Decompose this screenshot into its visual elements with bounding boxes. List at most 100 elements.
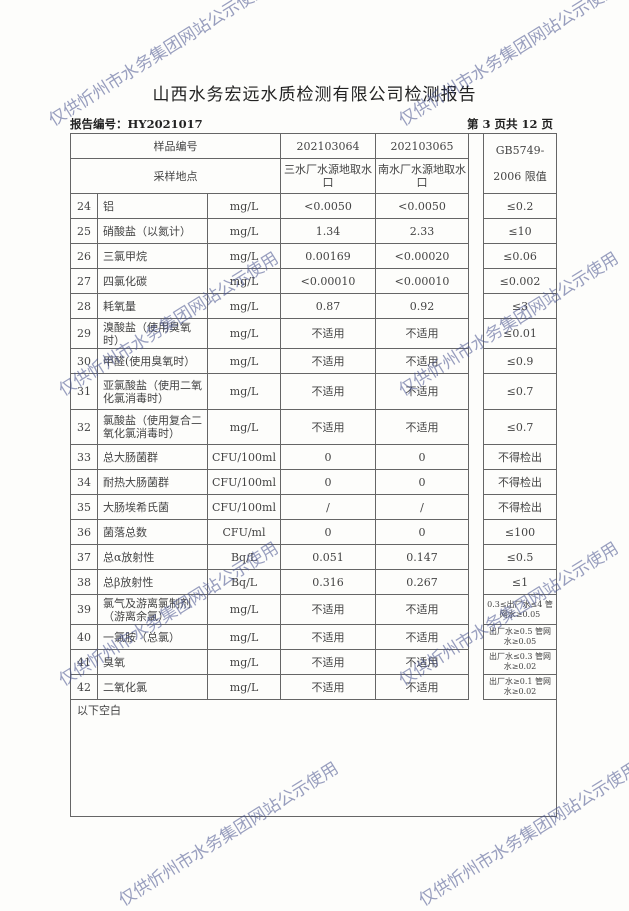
value-sample-1: 0.051: [280, 544, 377, 570]
table-row: 41 臭氧 mg/L 不适用 不适用 出厂水≤0.3 管网水≥0.02: [70, 649, 558, 675]
value-sample-2: 不适用: [375, 649, 470, 675]
gap: [468, 193, 485, 219]
row-number: 27: [70, 268, 98, 294]
limit-value: 不得检出: [483, 469, 558, 495]
row-number: 39: [70, 594, 98, 625]
unit: mg/L: [206, 318, 282, 349]
value-sample-2: <0.00020: [375, 243, 470, 269]
gap: [468, 649, 485, 675]
value-sample-1: <0.0050: [280, 193, 377, 219]
limit-value: ≤0.002: [483, 268, 558, 294]
value-sample-1: 不适用: [280, 594, 377, 625]
row-number: 26: [70, 243, 98, 269]
value-sample-2: <0.00010: [375, 268, 470, 294]
row-number: 31: [70, 373, 98, 410]
row-number: 34: [70, 469, 98, 495]
value-sample-2: 不适用: [375, 409, 470, 445]
limit-value: ≤1: [483, 569, 558, 595]
parameter-name: 甲醛(使用臭氧时）: [97, 348, 208, 374]
gap: [468, 594, 485, 625]
value-sample-1: 不适用: [280, 674, 377, 700]
parameter-name: 亚氯酸盐（使用二氧化氯消毒时）: [97, 373, 208, 410]
unit: CFU/100ml: [206, 469, 282, 495]
value-sample-2: 0.92: [375, 293, 470, 319]
parameter-name: 总β放射性: [97, 569, 208, 595]
value-sample-1: 0: [280, 469, 377, 495]
gap: [468, 519, 485, 545]
value-sample-2: 不适用: [375, 373, 470, 410]
gap: [468, 569, 485, 595]
unit: mg/L: [206, 243, 282, 269]
unit: mg/L: [206, 624, 282, 650]
row-number: 28: [70, 293, 98, 319]
value-sample-2: /: [375, 494, 470, 520]
value-sample-1: /: [280, 494, 377, 520]
parameter-name: 臭氧: [97, 649, 208, 675]
table-row: 31 亚氯酸盐（使用二氧化氯消毒时） mg/L 不适用 不适用 ≤0.7: [70, 373, 558, 410]
limit-value: ≤3: [483, 293, 558, 319]
limit-value: 出厂水≥0.1 管网水≥0.02: [483, 674, 558, 700]
table-row: 29 溴酸盐（使用臭氧时） mg/L 不适用 不适用 ≤0.01: [70, 318, 558, 349]
value-sample-1: 不适用: [280, 373, 377, 410]
limit-value: 不得检出: [483, 444, 558, 470]
table-row: 34 耐热大肠菌群 CFU/100ml 0 0 不得检出: [70, 469, 558, 495]
parameter-name: 总α放射性: [97, 544, 208, 570]
unit: mg/L: [206, 268, 282, 294]
limit-value: 0.3≤出厂水≤4 管网水≥0.05: [483, 594, 558, 625]
value-sample-2: 0: [375, 519, 470, 545]
location-2: 南水厂水源地取水口: [375, 158, 470, 194]
results-table: 样品编号 202103064 202103065 GB5749-2006 限值 …: [69, 133, 558, 817]
value-sample-1: 0: [280, 444, 377, 470]
value-sample-2: 0.147: [375, 544, 470, 570]
row-number: 37: [70, 544, 98, 570]
sample-1: 202103064: [280, 133, 377, 159]
gap: [468, 469, 485, 495]
value-sample-1: 0.316: [280, 569, 377, 595]
watermark: 仅供忻州市水务集团网站公示使用: [395, 0, 623, 131]
sample-no-label: 样品编号: [69, 133, 282, 159]
row-number: 36: [70, 519, 98, 545]
parameter-name: 一氯胺（总氯）: [97, 624, 208, 650]
gap: [468, 373, 485, 410]
limit-value: ≤0.06: [483, 243, 558, 269]
value-sample-2: 不适用: [375, 348, 470, 374]
parameter-name: 四氯化碳: [97, 268, 208, 294]
row-number: 29: [70, 318, 98, 349]
gap: [468, 624, 485, 650]
value-sample-2: 0: [375, 469, 470, 495]
limit-value: ≤0.5: [483, 544, 558, 570]
value-sample-1: 不适用: [280, 318, 377, 349]
value-sample-1: 不适用: [280, 409, 377, 445]
gap: [468, 293, 485, 319]
value-sample-1: 0: [280, 519, 377, 545]
value-sample-2: 不适用: [375, 318, 470, 349]
table-row: 28 耗氧量 mg/L 0.87 0.92 ≤3: [70, 293, 558, 319]
limit-value: 出厂水≥0.5 管网水≥0.05: [483, 624, 558, 650]
table-row: 25 硝酸盐（以氮计） mg/L 1.34 2.33 ≤10: [70, 218, 558, 244]
footer-note: 以下空白: [69, 699, 558, 817]
table-row: 27 四氯化碳 mg/L <0.00010 <0.00010 ≤0.002: [70, 268, 558, 294]
parameter-name: 二氧化氯: [97, 674, 208, 700]
parameter-name: 三氯甲烷: [97, 243, 208, 269]
gap: [468, 409, 485, 445]
value-sample-1: 0.00169: [280, 243, 377, 269]
value-sample-2: 0: [375, 444, 470, 470]
limit-value: 出厂水≤0.3 管网水≥0.02: [483, 649, 558, 675]
row-number: 35: [70, 494, 98, 520]
table-row: 33 总大肠菌群 CFU/100ml 0 0 不得检出: [70, 444, 558, 470]
row-number: 24: [70, 193, 98, 219]
row-number: 38: [70, 569, 98, 595]
unit: Bq/L: [206, 544, 282, 570]
row-number: 25: [70, 218, 98, 244]
location-label: 采样地点: [69, 158, 282, 194]
row-number: 40: [70, 624, 98, 650]
report-title: 山西水务宏远水质检测有限公司检测报告: [152, 85, 477, 105]
value-sample-2: 不适用: [375, 674, 470, 700]
row-number: 32: [70, 409, 98, 445]
parameter-name: 菌落总数: [97, 519, 208, 545]
unit: Bq/L: [206, 569, 282, 595]
row-number: 41: [70, 649, 98, 675]
limit-value: ≤100: [483, 519, 558, 545]
row-number: 42: [70, 674, 98, 700]
parameter-name: 耗氧量: [97, 293, 208, 319]
